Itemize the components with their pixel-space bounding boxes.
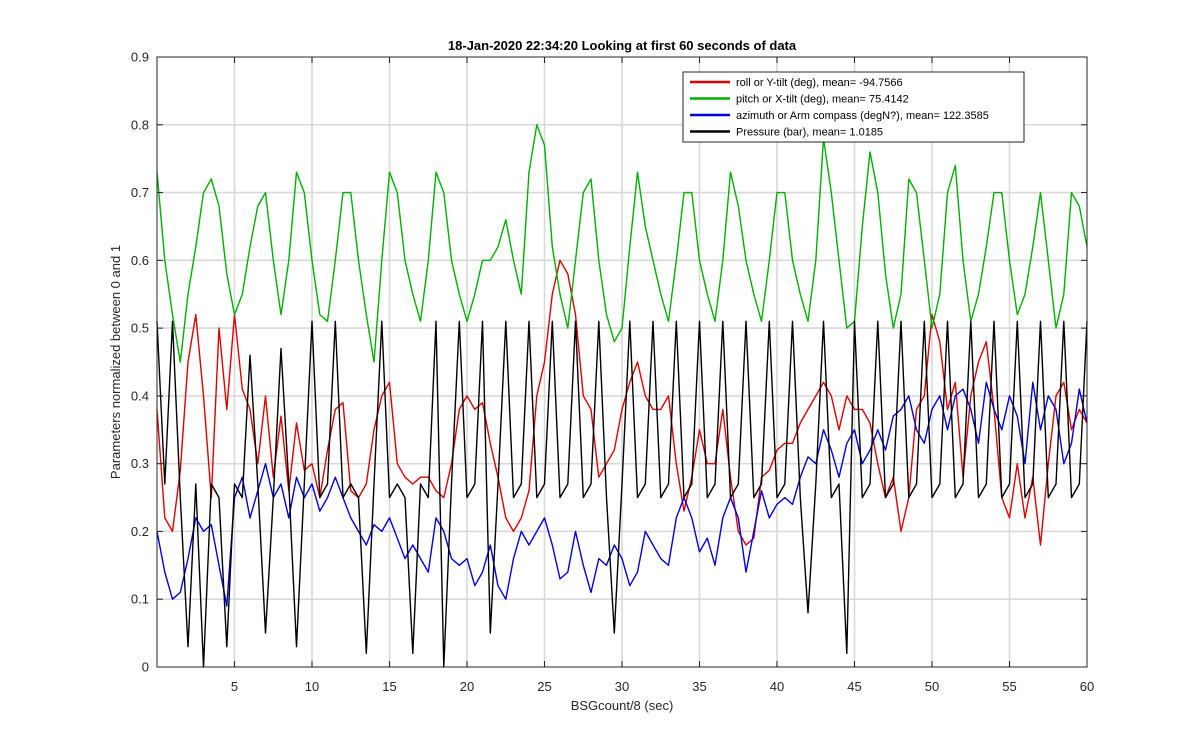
x-tick-label: 25 (537, 679, 551, 694)
y-tick-label: 0.7 (131, 185, 149, 200)
x-axis-label: BSGcount/8 (sec) (571, 698, 674, 713)
y-tick-label: 0.5 (131, 321, 149, 336)
legend: roll or Y-tilt (deg), mean= -94.7566 pitc… (682, 71, 1025, 143)
x-tick-label: 45 (847, 679, 861, 694)
y-tick-label: 0.2 (131, 524, 149, 539)
series-line-3 (156, 381, 1088, 607)
series-line-2 (156, 124, 1088, 363)
y-tick-label: 0 (142, 660, 149, 675)
y-tick-label: 0.3 (131, 456, 149, 471)
x-tick-label: 35 (692, 679, 706, 694)
series-line-4 (156, 320, 1088, 668)
legend-entry: roll or Y-tilt (deg), mean= -94.7566 (736, 77, 903, 89)
x-tick-label: 40 (770, 679, 784, 694)
y-tick-label: 0.9 (131, 50, 149, 65)
legend-entry: Pressure (bar), mean= 1.0185 (736, 127, 883, 139)
axis-ticks: 5 10 15 20 25 30 35 40 45 50 55 60 0 0.1 0.2 0.3 0.4 0.5 0… (131, 50, 1094, 695)
y-tick-label: 0.4 (131, 388, 149, 403)
y-axis-label: Parameters normalized between 0 and 1 (108, 245, 123, 479)
legend-entry: azimuth or Arm compass (degN?), mean= 12… (736, 110, 989, 122)
x-tick-label: 5 (231, 679, 238, 694)
y-tick-label: 0.1 (131, 592, 149, 607)
x-tick-label: 10 (305, 679, 319, 694)
x-tick-label: 55 (1002, 679, 1016, 694)
y-tick-label: 0.6 (131, 253, 149, 268)
series-lines (156, 124, 1088, 668)
legend-entry: pitch or X-tilt (deg), mean= 75.4142 (736, 94, 909, 106)
x-tick-label: 50 (925, 679, 939, 694)
y-tick-label: 0.8 (131, 117, 149, 132)
x-tick-label: 60 (1080, 679, 1094, 694)
x-tick-label: 15 (382, 679, 396, 694)
series-line-1 (156, 259, 1088, 546)
chart-title: 18-Jan-2020 22:34:20 Looking at first 60… (448, 38, 797, 53)
x-tick-label: 20 (460, 679, 474, 694)
x-tick-label: 30 (615, 679, 629, 694)
legend-box (682, 71, 1025, 143)
